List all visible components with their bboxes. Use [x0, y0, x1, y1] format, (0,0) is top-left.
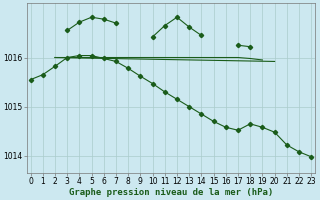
X-axis label: Graphe pression niveau de la mer (hPa): Graphe pression niveau de la mer (hPa) [69, 188, 273, 197]
